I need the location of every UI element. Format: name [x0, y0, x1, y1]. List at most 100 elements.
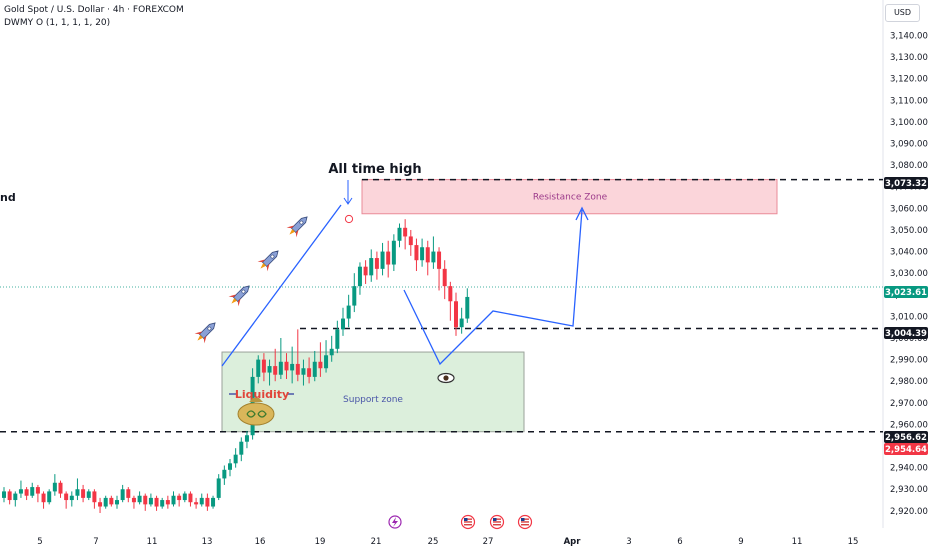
- candle-body: [148, 497, 153, 505]
- candle: [352, 273, 357, 313]
- rocket-window: [207, 326, 212, 331]
- flag-stripe: [464, 518, 472, 520]
- candle-body: [92, 491, 97, 503]
- candle: [239, 437, 244, 462]
- x-tick-label: 25: [428, 537, 439, 547]
- y-tick-label: 3,130.00: [890, 53, 928, 63]
- candle-body: [256, 359, 261, 377]
- y-tick-label: 3,140.00: [890, 32, 928, 42]
- candle-body: [18, 489, 23, 494]
- candle-body: [211, 497, 216, 507]
- projection-path: [403, 209, 583, 366]
- candle: [75, 478, 80, 501]
- candle: [408, 229, 413, 256]
- candle-body: [177, 495, 182, 501]
- us-flag-event-icon: [489, 514, 505, 530]
- candle-body: [205, 497, 210, 507]
- candle: [199, 493, 204, 507]
- ath-label: All time high: [328, 162, 421, 177]
- candle: [307, 357, 312, 384]
- candle-body: [357, 266, 362, 287]
- candle: [24, 487, 29, 501]
- candle: [126, 487, 131, 503]
- candle-body: [290, 363, 295, 371]
- y-tick-label: 2,930.00: [890, 485, 928, 495]
- indicator-label: DWMY O (1, 1, 1, 1, 20): [4, 18, 111, 28]
- candle: [131, 495, 136, 509]
- candle-body: [335, 329, 340, 349]
- candle-body: [109, 497, 114, 505]
- x-tick-label: 6: [677, 537, 682, 547]
- candle: [188, 491, 193, 507]
- candle: [244, 430, 249, 449]
- candle-body: [425, 247, 430, 263]
- candle-body: [13, 493, 18, 501]
- candle: [52, 474, 57, 496]
- y-tick-label: 2,960.00: [890, 420, 928, 430]
- candle: [109, 495, 114, 507]
- price-tag: 2,954.64: [884, 443, 928, 455]
- candle-body: [86, 491, 91, 498]
- flag-canton: [493, 518, 497, 521]
- candle-body: [24, 489, 29, 496]
- y-tick-label: 3,010.00: [890, 312, 928, 322]
- candle: [420, 238, 425, 267]
- candle-body: [352, 286, 357, 306]
- candle: [58, 480, 63, 498]
- candle-body: [154, 497, 159, 507]
- candle-body: [35, 487, 40, 494]
- candle-body: [2, 491, 6, 498]
- candle: [160, 497, 165, 509]
- candle-body: [403, 227, 408, 237]
- x-tick-label: 11: [792, 537, 803, 547]
- price-tag-label: 3,004.39: [885, 329, 927, 339]
- rocket-window: [299, 220, 304, 225]
- candle-body: [391, 240, 396, 265]
- y-tick-label: 3,120.00: [890, 75, 928, 85]
- candle-body: [165, 500, 170, 505]
- rocket-window: [241, 289, 246, 294]
- candle: [414, 238, 419, 272]
- eye-icon: [437, 372, 455, 384]
- candle: [380, 242, 385, 276]
- candle: [301, 359, 306, 386]
- candle-body: [41, 493, 46, 503]
- y-tick-label: 2,990.00: [890, 356, 928, 366]
- candle-body: [329, 348, 334, 356]
- rocket-window: [270, 254, 275, 259]
- candle: [222, 465, 227, 485]
- candle-body: [437, 251, 442, 269]
- candle-body: [103, 497, 108, 507]
- candle-body: [194, 502, 199, 505]
- price-tag: 3,004.39: [884, 327, 928, 339]
- support-zone: [221, 351, 525, 433]
- candle-body: [131, 497, 136, 503]
- y-tick-label: 3,030.00: [890, 269, 928, 279]
- candle: [391, 234, 396, 272]
- candle-body: [301, 368, 306, 375]
- candle: [369, 249, 374, 282]
- candle: [261, 353, 266, 382]
- candle-body: [346, 305, 351, 319]
- flag-stripe: [521, 521, 529, 523]
- candle-body: [228, 463, 232, 470]
- candle: [30, 482, 35, 498]
- candle: [290, 346, 295, 384]
- candle: [228, 458, 232, 477]
- candle: [182, 491, 187, 503]
- currency-button[interactable]: USD: [885, 4, 920, 22]
- y-tick-label: 3,100.00: [890, 118, 928, 128]
- candle-body: [47, 491, 52, 503]
- support-zone-label: Support zone: [343, 395, 403, 405]
- flag-stripe: [464, 524, 472, 526]
- candle-body: [284, 361, 289, 371]
- candle: [295, 329, 300, 382]
- candle: [256, 355, 261, 384]
- y-tick-label: 3,090.00: [890, 140, 928, 150]
- candle-body: [216, 478, 221, 498]
- price-tag-label: 3,023.61: [885, 288, 927, 298]
- flag-stripe: [493, 518, 501, 520]
- price-tag: 3,023.61: [884, 286, 928, 298]
- candle: [115, 495, 119, 509]
